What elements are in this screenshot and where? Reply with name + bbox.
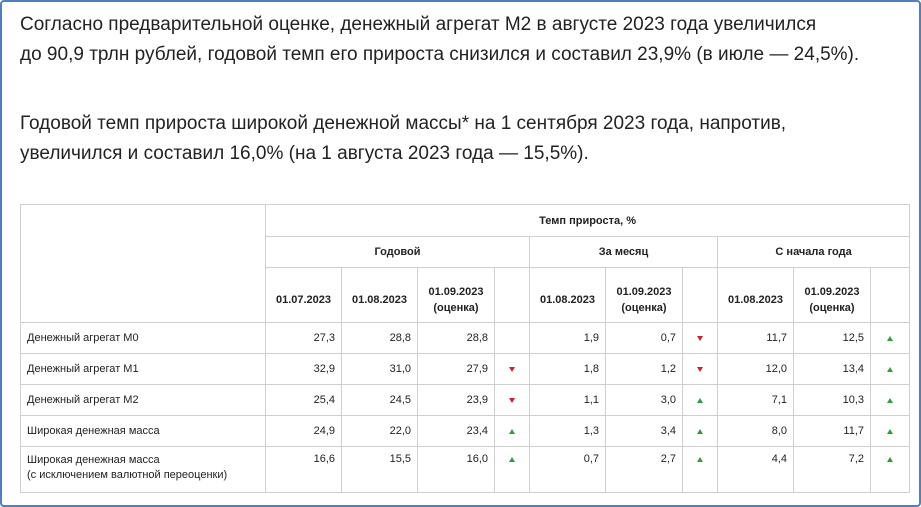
month-value: 3,0 bbox=[605, 384, 683, 416]
table-row: Денежный агрегат М2 25,4 24,5 23,9 1,1 3,0 7,1… bbox=[20, 384, 911, 416]
header-group-annual: Годовой bbox=[265, 236, 530, 268]
annual-value: 27,3 bbox=[265, 322, 342, 354]
header-blank bbox=[494, 267, 530, 323]
month-value: 3,4 bbox=[605, 415, 683, 447]
annual-value: 31,0 bbox=[341, 353, 418, 385]
annual-value: 22,0 bbox=[341, 415, 418, 447]
ytd-value: 4,4 bbox=[717, 446, 794, 493]
header-date: 01.08.2023 bbox=[717, 267, 794, 323]
trend-indicator-cell bbox=[869, 384, 911, 416]
paragraph-broad-money: Годовой темп прироста широкой денежной м… bbox=[20, 109, 900, 169]
trend-indicator-cell bbox=[682, 353, 718, 385]
triangle-down-icon bbox=[697, 336, 703, 341]
triangle-up-icon bbox=[887, 457, 894, 462]
table-row: Денежный агрегат М0 27,3 28,8 28,8 1,9 0,7 11,… bbox=[20, 322, 911, 354]
header-blank bbox=[869, 267, 911, 323]
trend-indicator-cell bbox=[494, 322, 530, 354]
trend-indicator-cell bbox=[682, 322, 718, 354]
paragraph-line: увеличился и составил 16,0% (на 1 август… bbox=[20, 143, 589, 164]
trend-indicator-cell bbox=[869, 353, 911, 385]
annual-value: 25,4 bbox=[265, 384, 342, 416]
triangle-up-icon bbox=[697, 429, 703, 434]
annual-value: 23,4 bbox=[417, 415, 495, 447]
paragraph-line: Годовой темп прироста широкой денежной м… bbox=[20, 113, 787, 134]
header-group-month: За месяц bbox=[529, 236, 718, 268]
annual-value: 27,9 bbox=[417, 353, 495, 385]
annual-value: 24,5 bbox=[341, 384, 418, 416]
header-date-estimate: 01.09.2023 (оценка) bbox=[417, 267, 495, 323]
ytd-value: 11,7 bbox=[717, 322, 794, 354]
triangle-up-icon bbox=[509, 457, 515, 462]
month-value: 1,2 bbox=[605, 353, 683, 385]
month-value: 2,7 bbox=[605, 446, 683, 493]
month-value: 1,8 bbox=[529, 353, 606, 385]
annual-value: 24,9 bbox=[265, 415, 342, 447]
month-value: 0,7 bbox=[605, 322, 683, 354]
month-value: 1,9 bbox=[529, 322, 606, 354]
triangle-up-icon bbox=[697, 398, 703, 403]
month-value: 0,7 bbox=[529, 446, 606, 493]
triangle-down-icon bbox=[509, 398, 515, 403]
trend-indicator-cell bbox=[494, 446, 530, 493]
ytd-value: 13,4 bbox=[793, 353, 871, 385]
trend-indicator-cell bbox=[682, 415, 718, 447]
paragraph-m2: Согласно предварительной оценке, денежны… bbox=[20, 10, 900, 70]
row-label: Широкая денежная масса (с исключением вал… bbox=[20, 446, 266, 493]
month-value: 1,3 bbox=[529, 415, 606, 447]
trend-indicator-cell bbox=[682, 446, 718, 493]
table-row: Денежный агрегат М1 32,9 31,0 27,9 1,8 1,2 12,… bbox=[20, 353, 911, 385]
ytd-value: 11,7 bbox=[793, 415, 871, 447]
triangle-up-icon bbox=[887, 336, 894, 341]
triangle-up-icon bbox=[887, 367, 894, 372]
ytd-value: 12,0 bbox=[717, 353, 794, 385]
header-date: 01.07.2023 bbox=[265, 267, 342, 323]
annual-value: 16,6 bbox=[265, 446, 342, 493]
header-blank bbox=[682, 267, 718, 323]
row-label: Денежный агрегат М1 bbox=[20, 353, 266, 385]
trend-indicator-cell bbox=[682, 384, 718, 416]
trend-indicator-cell bbox=[869, 415, 911, 447]
ytd-value: 10,3 bbox=[793, 384, 871, 416]
header-date-estimate: 01.09.2023 (оценка) bbox=[793, 267, 871, 323]
triangle-up-icon bbox=[887, 398, 894, 403]
ytd-value: 12,5 bbox=[793, 322, 871, 354]
trend-indicator-cell bbox=[494, 353, 530, 385]
header-group-ytd: С начала года bbox=[716, 236, 911, 268]
trend-indicator-cell bbox=[869, 322, 911, 354]
row-label: Денежный агрегат М0 bbox=[20, 322, 266, 354]
ytd-value: 7,1 bbox=[717, 384, 794, 416]
ytd-value: 8,0 bbox=[717, 415, 794, 447]
money-growth-table: Темп прироста, % Годовой За месяц С нача… bbox=[20, 204, 911, 493]
paragraph-line: до 90,9 трлн рублей, годовой темп его пр… bbox=[20, 44, 860, 65]
header-date: 01.08.2023 bbox=[529, 267, 606, 323]
table-row: Широкая денежная масса 24,9 22,0 23,4 1,3 3,4… bbox=[20, 415, 911, 447]
triangle-up-icon bbox=[887, 429, 894, 434]
triangle-down-icon bbox=[509, 367, 515, 372]
annual-value: 16,0 bbox=[417, 446, 495, 493]
month-value: 1,1 bbox=[529, 384, 606, 416]
trend-indicator-cell bbox=[869, 446, 911, 493]
header-date: 01.08.2023 bbox=[341, 267, 418, 323]
header-date-estimate: 01.09.2023 (оценка) bbox=[605, 267, 683, 323]
annual-value: 28,8 bbox=[417, 322, 495, 354]
header-growth-rate: Темп прироста, % bbox=[264, 204, 911, 237]
ytd-value: 7,2 bbox=[793, 446, 871, 493]
annual-value: 23,9 bbox=[417, 384, 495, 416]
row-label: Широкая денежная масса bbox=[20, 415, 266, 447]
triangle-up-icon bbox=[509, 429, 515, 434]
header-corner bbox=[20, 204, 266, 323]
trend-indicator-cell bbox=[494, 384, 530, 416]
annual-value: 28,8 bbox=[341, 322, 418, 354]
annual-value: 32,9 bbox=[265, 353, 342, 385]
trend-indicator-cell bbox=[494, 415, 530, 447]
row-label: Денежный агрегат М2 bbox=[20, 384, 266, 416]
paragraph-line: Согласно предварительной оценке, денежны… bbox=[20, 14, 817, 35]
triangle-down-icon bbox=[697, 367, 703, 372]
triangle-up-icon bbox=[697, 457, 703, 462]
annual-value: 15,5 bbox=[341, 446, 418, 493]
table-row: Широкая денежная масса (с исключением вал… bbox=[20, 446, 911, 493]
table-body: Денежный агрегат М0 27,3 28,8 28,8 1,9 0,7 11,… bbox=[20, 322, 911, 493]
